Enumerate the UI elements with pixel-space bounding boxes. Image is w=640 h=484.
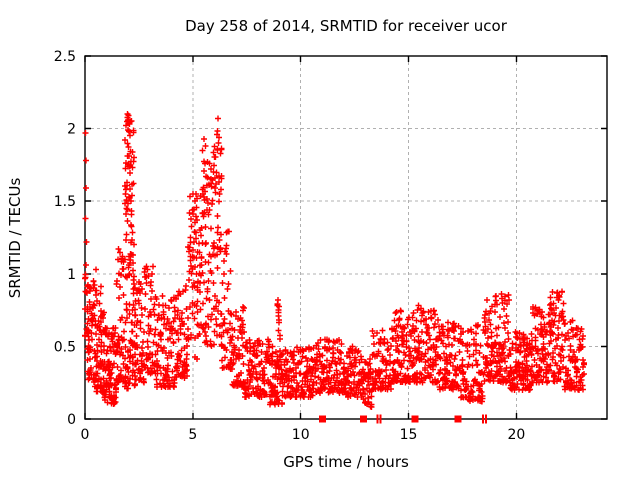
- plot-border: [84, 55, 608, 420]
- data-points-plus-markers: [82, 111, 587, 410]
- x-tick-label: 0: [81, 427, 90, 443]
- y-tick-label: 2: [67, 122, 76, 138]
- x-tick-label: 15: [400, 427, 418, 443]
- y-axis-label: SRMTID / TECUs: [6, 178, 24, 299]
- y-tick-label: 2.5: [54, 49, 76, 65]
- zero-line-markers: [319, 414, 487, 424]
- grid-lines: [85, 56, 607, 419]
- y-tick-label: 1.5: [54, 194, 76, 210]
- axis-tick-marks: [84, 55, 607, 420]
- chart-title: Day 258 of 2014, SRMTID for receiver uco…: [185, 17, 508, 35]
- y-tick-label: 1: [67, 267, 76, 283]
- tick-labels-group: 0 5 10 15 20 0 0.5 1 1.5 2 2.5: [54, 49, 526, 443]
- x-tick-label: 5: [188, 427, 197, 443]
- y-tick-label: 0: [67, 412, 76, 428]
- x-axis-label: GPS time / hours: [283, 453, 409, 471]
- x-tick-label: 10: [292, 427, 310, 443]
- y-tick-label: 0.5: [54, 339, 76, 355]
- x-tick-label: 20: [507, 427, 525, 443]
